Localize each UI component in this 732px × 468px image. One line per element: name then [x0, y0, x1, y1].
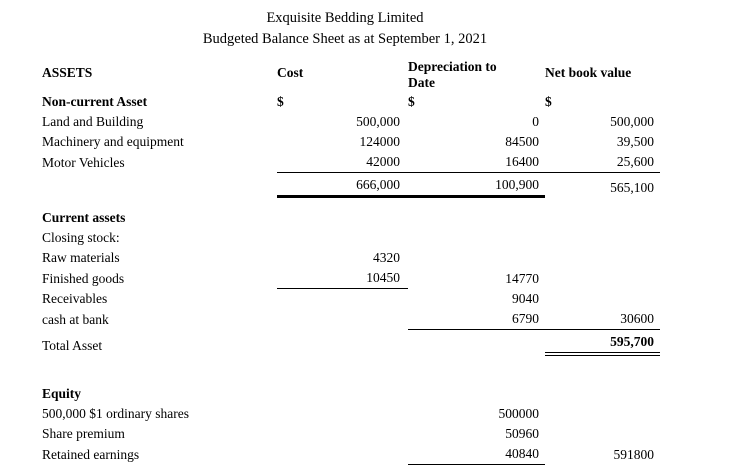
cell-subtotal: 30600 [545, 309, 660, 330]
cell-total-net-book-value: 565,100 [610, 180, 654, 195]
statement-title: Budgeted Balance Sheet as at September 1… [202, 31, 488, 47]
cell-total-cost: 666,000 [277, 175, 408, 198]
row-label: Share premium [42, 426, 125, 441]
section-label-current-assets: Current assets [42, 210, 126, 225]
row-equity-section: Equity [42, 384, 660, 404]
row-label: Motor Vehicles [42, 155, 125, 170]
row-label: Receivables [42, 291, 108, 306]
currency-symbol-cost: $ [277, 94, 284, 109]
col-header-net-book-value: Net book value [545, 65, 632, 80]
cell-amount: 500000 [498, 406, 540, 421]
row-share-premium: Share premium 50960 [42, 424, 660, 444]
row-label: Finished goods [42, 271, 125, 286]
cell-amount: 9040 [512, 291, 539, 306]
cell-equity-total: 591800 [613, 447, 655, 462]
cell-total-depreciation: 100,900 [408, 175, 545, 198]
row-closing-stock: Closing stock: [42, 228, 660, 248]
cell-depreciation: 84500 [505, 134, 539, 149]
cell-net-book-value: 25,600 [545, 152, 660, 173]
cell-cost: 124000 [359, 134, 401, 149]
section-label-equity: Equity [42, 386, 82, 401]
row-label: 500,000 $1 ordinary shares [42, 406, 189, 421]
total-asset-label: Total Asset [42, 338, 103, 353]
row-cash-at-bank: cash at bank 6790 30600 [42, 309, 660, 330]
section-gap [42, 356, 660, 384]
cell-depreciation: 0 [532, 114, 539, 129]
table-header-row: ASSETS Cost Depreciation to Date Net boo… [42, 58, 660, 92]
row-receivables: Receivables 9040 [42, 289, 660, 309]
row-label: Land and Building [42, 114, 144, 129]
document-header: Exquisite Bedding Limited Budgeted Balan… [0, 0, 690, 50]
row-retained-earnings: Retained earnings 40840 591800 [42, 444, 660, 465]
cell-amount: 50960 [505, 426, 539, 441]
row-land-and-building: Land and Building 500,000 0 500,000 [42, 112, 660, 132]
row-motor-vehicles: Motor Vehicles 42000 16400 25,600 [42, 152, 660, 173]
row-machinery-and-equipment: Machinery and equipment 124000 84500 39,… [42, 132, 660, 152]
row-label: Retained earnings [42, 447, 140, 462]
section-label-non-current: Non-current Asset [42, 94, 148, 109]
closing-stock-label: Closing stock: [42, 230, 120, 245]
company-name: Exquisite Bedding Limited [266, 10, 424, 26]
cell-total-asset-value: 595,700 [545, 332, 660, 356]
section-gap [42, 198, 660, 208]
cell-amount: 14770 [505, 271, 539, 286]
row-current-assets-section: Current assets [42, 208, 660, 228]
col-header-cost: Cost [277, 65, 304, 80]
cell-amount: 40840 [408, 444, 545, 465]
cell-net-book-value: 39,500 [616, 134, 654, 149]
row-ordinary-shares: 500,000 $1 ordinary shares 500000 [42, 404, 660, 424]
row-raw-materials: Raw materials 4320 [42, 248, 660, 268]
row-label: Raw materials [42, 250, 120, 265]
row-finished-goods: Finished goods 10450 14770 [42, 268, 660, 289]
row-label: Machinery and equipment [42, 134, 184, 149]
row-label: cash at bank [42, 312, 109, 327]
currency-symbol-net-book-value: $ [545, 94, 552, 109]
cell-cost: 10450 [277, 268, 408, 289]
row-noncurrent-total: 666,000 100,900 565,100 [42, 175, 660, 198]
cell-cost: 4320 [373, 250, 400, 265]
cell-amount: 6790 [408, 309, 545, 330]
col-header-depreciation-to-date: Depreciation to Date [408, 59, 497, 90]
row-noncurrent-section: Non-current Asset $ $ $ [42, 92, 660, 112]
cell-net-book-value: 500,000 [610, 114, 654, 129]
balance-sheet-table: ASSETS Cost Depreciation to Date Net boo… [42, 58, 660, 465]
currency-symbol-depreciation: $ [408, 94, 415, 109]
cell-cost: 42000 [277, 152, 408, 173]
cell-depreciation: 16400 [408, 152, 545, 173]
row-total-asset: Total Asset 595,700 [42, 332, 660, 356]
col-header-assets: ASSETS [42, 65, 93, 80]
cell-cost: 500,000 [356, 114, 400, 129]
row-label [42, 178, 277, 198]
